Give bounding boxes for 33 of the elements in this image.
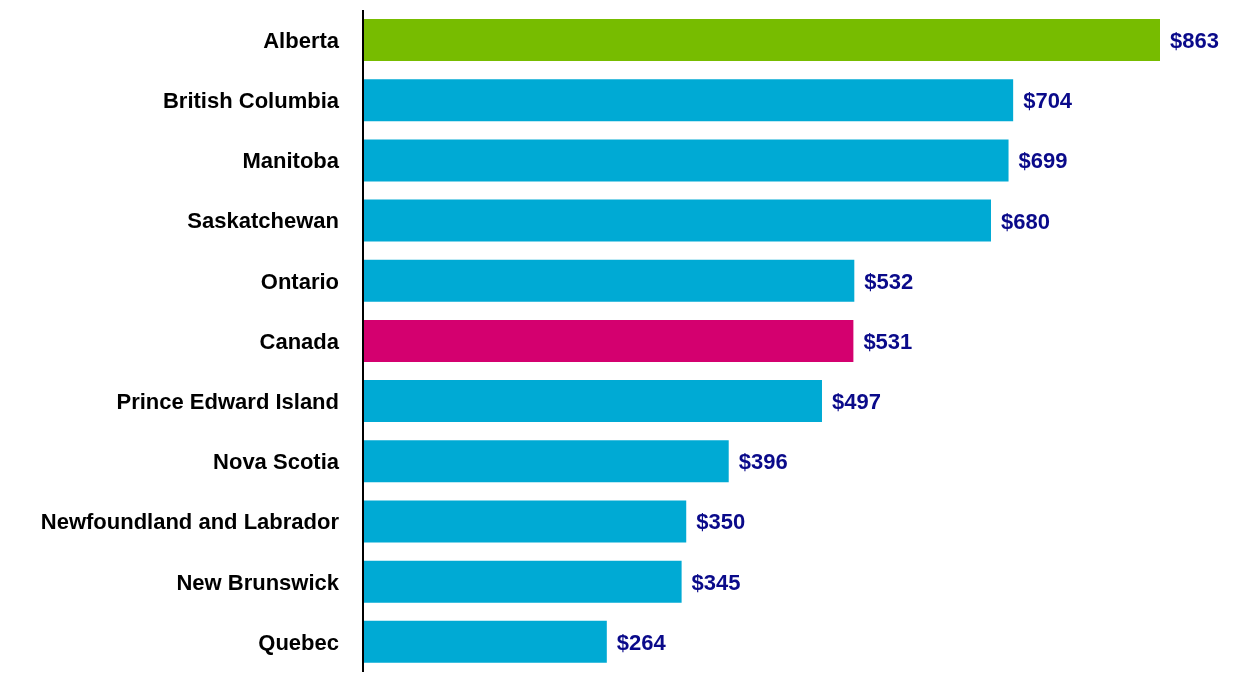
data-label: $532 xyxy=(864,268,914,294)
y-tick-label: Ontario xyxy=(260,268,339,294)
bar xyxy=(363,139,1009,182)
bar xyxy=(363,199,991,242)
bar xyxy=(363,319,854,362)
bar xyxy=(363,79,1014,122)
y-tick-label: Canada xyxy=(259,328,340,354)
y-tick-label: Prince Edward Island xyxy=(116,388,339,414)
data-label: $863 xyxy=(1170,28,1219,54)
data-label: $264 xyxy=(616,629,667,655)
bar xyxy=(363,620,607,663)
data-label: $396 xyxy=(738,449,788,475)
y-tick-label: Quebec xyxy=(258,629,339,655)
y-tick-label: New Brunswick xyxy=(176,569,340,595)
data-label: $699 xyxy=(1018,148,1068,174)
data-label: $704 xyxy=(1023,88,1073,114)
y-tick-label: Nova Scotia xyxy=(213,449,340,475)
y-tick-label: Manitoba xyxy=(242,148,340,174)
bar xyxy=(363,440,729,483)
data-label: $350 xyxy=(696,509,746,535)
data-label: $345 xyxy=(691,569,741,595)
y-tick-label: British Columbia xyxy=(162,88,340,114)
bar xyxy=(363,259,855,302)
bar xyxy=(363,380,822,423)
y-tick-label: Newfoundland and Labrador xyxy=(40,509,340,535)
bar xyxy=(363,560,682,603)
data-label: $497 xyxy=(831,389,881,415)
bar xyxy=(363,500,687,543)
bar xyxy=(363,19,1160,62)
y-tick-label: Saskatchewan xyxy=(187,208,339,234)
y-tick-label: Alberta xyxy=(263,27,340,53)
data-label: $531 xyxy=(863,328,913,354)
data-label: $680 xyxy=(1001,208,1050,234)
